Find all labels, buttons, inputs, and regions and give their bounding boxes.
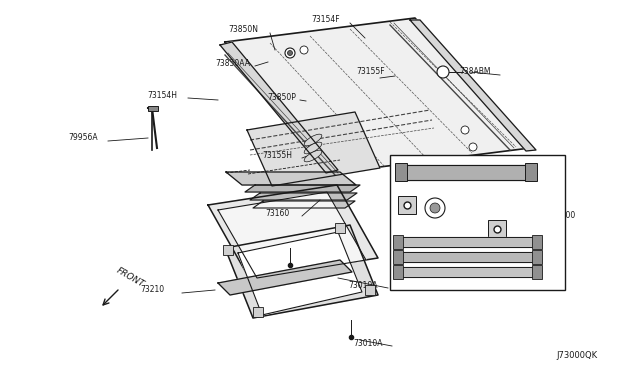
Text: 73010A: 73010A [353, 339, 383, 347]
Polygon shape [218, 192, 366, 278]
FancyBboxPatch shape [532, 250, 542, 264]
FancyBboxPatch shape [395, 163, 407, 181]
Ellipse shape [304, 142, 322, 154]
Text: 73154F: 73154F [311, 16, 340, 25]
Polygon shape [403, 165, 530, 180]
FancyBboxPatch shape [393, 235, 403, 249]
Circle shape [469, 143, 477, 151]
FancyBboxPatch shape [393, 250, 403, 264]
FancyBboxPatch shape [525, 163, 537, 181]
Text: 73155F: 73155F [356, 67, 385, 77]
FancyBboxPatch shape [532, 235, 542, 249]
Circle shape [287, 51, 292, 55]
FancyBboxPatch shape [335, 223, 345, 233]
FancyBboxPatch shape [223, 245, 233, 255]
Text: 73210: 73210 [140, 285, 164, 295]
Polygon shape [250, 193, 357, 200]
Circle shape [437, 66, 449, 78]
Text: (2): (2) [420, 219, 431, 228]
Polygon shape [238, 232, 362, 315]
Text: FRONT: FRONT [115, 266, 145, 289]
Polygon shape [225, 225, 378, 318]
Polygon shape [400, 252, 535, 262]
Polygon shape [247, 112, 380, 186]
Text: J73000QK: J73000QK [557, 351, 598, 360]
Polygon shape [225, 18, 530, 172]
Text: 73010A: 73010A [348, 280, 378, 289]
Circle shape [285, 48, 295, 58]
FancyBboxPatch shape [393, 265, 403, 279]
Text: 73223: 73223 [468, 256, 492, 264]
Text: 73224: 73224 [468, 241, 492, 250]
Text: 79956A: 79956A [68, 134, 98, 142]
Text: 73222: 73222 [468, 269, 492, 279]
Text: 73264: 73264 [400, 190, 424, 199]
Circle shape [430, 203, 440, 213]
Text: 73264: 73264 [468, 224, 492, 232]
Text: 738ABM: 738ABM [459, 67, 490, 77]
Text: 73155H: 73155H [262, 151, 292, 160]
Polygon shape [253, 201, 355, 208]
Polygon shape [226, 172, 356, 185]
Ellipse shape [304, 150, 322, 162]
Text: 73160: 73160 [265, 208, 289, 218]
Text: 73850N: 73850N [228, 26, 258, 35]
Text: 73850AA: 73850AA [215, 58, 250, 67]
Circle shape [425, 198, 445, 218]
FancyBboxPatch shape [148, 106, 158, 111]
Polygon shape [410, 20, 536, 151]
FancyBboxPatch shape [398, 196, 416, 214]
Polygon shape [208, 185, 378, 278]
Text: 73850P: 73850P [267, 93, 296, 103]
Text: 73100: 73100 [551, 211, 575, 219]
Polygon shape [220, 42, 338, 173]
FancyBboxPatch shape [532, 265, 542, 279]
FancyBboxPatch shape [253, 307, 263, 317]
Text: 73230: 73230 [470, 155, 494, 164]
Polygon shape [245, 185, 360, 192]
FancyBboxPatch shape [488, 220, 506, 238]
Text: 73154H: 73154H [147, 90, 177, 99]
Text: 09146-61226: 09146-61226 [406, 205, 457, 215]
Polygon shape [400, 237, 535, 247]
Circle shape [300, 46, 308, 54]
Polygon shape [400, 267, 535, 277]
FancyBboxPatch shape [365, 285, 375, 295]
FancyBboxPatch shape [390, 155, 565, 290]
Circle shape [461, 126, 469, 134]
Ellipse shape [304, 134, 322, 146]
Polygon shape [218, 260, 352, 295]
